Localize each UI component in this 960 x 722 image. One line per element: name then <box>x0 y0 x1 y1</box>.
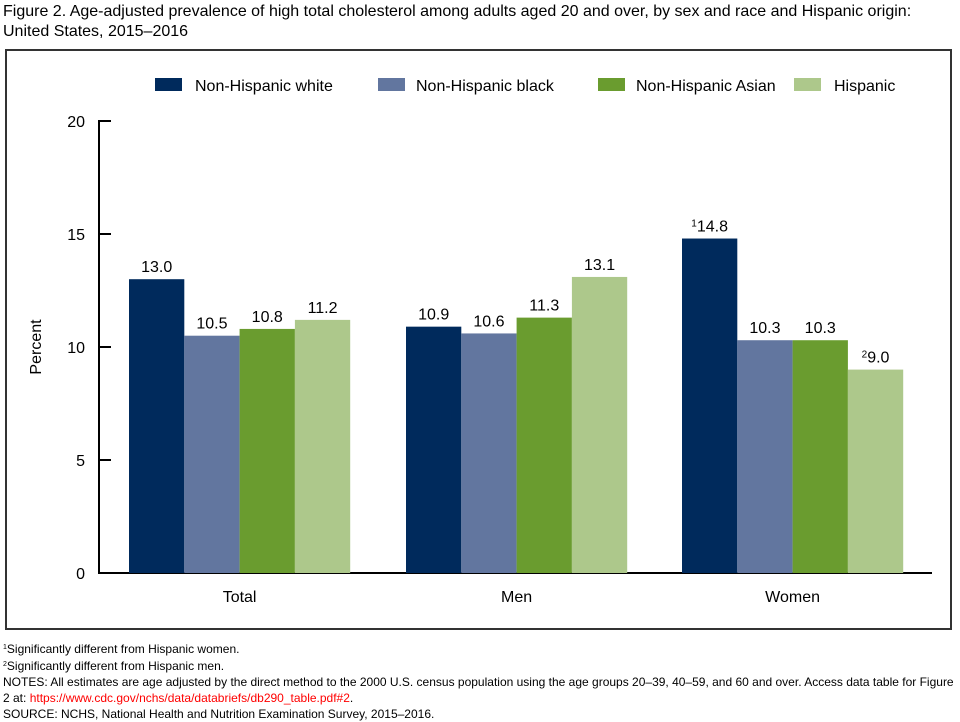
bar <box>737 340 793 573</box>
legend-swatch <box>598 78 625 91</box>
legend-label: Non-Hispanic white <box>195 78 333 95</box>
chart-frame <box>5 49 952 630</box>
bar <box>571 276 628 573</box>
notes-period: . <box>349 691 354 705</box>
source-text: SOURCE: NCHS, National Health and Nutrit… <box>3 707 435 721</box>
bar-value-label: 10.3 <box>749 320 780 337</box>
y-tick-label: 0 <box>76 566 85 583</box>
y-tick-label: 5 <box>76 453 85 470</box>
footnote-2: 2Significantly different from Hispanic m… <box>3 657 958 674</box>
bar <box>129 279 185 573</box>
footnote-superscript: 2 <box>862 350 868 361</box>
bar-value-label: 11.3 <box>529 298 559 315</box>
footnote-1: 1Significantly different from Hispanic w… <box>3 640 958 657</box>
bar <box>294 319 351 573</box>
footnote-1-text: Significantly different from Hispanic wo… <box>6 642 240 656</box>
bar <box>847 369 904 573</box>
notes-section: 1Significantly different from Hispanic w… <box>3 640 958 722</box>
x-category-label: Women <box>765 589 820 606</box>
legend-label: Hispanic <box>834 78 895 95</box>
legend-label: Non-Hispanic black <box>416 78 555 95</box>
bar-value: 14.8 <box>697 219 728 236</box>
legend: Non-Hispanic white Non-Hispanic black Non-… <box>155 78 895 95</box>
legend-swatch <box>794 78 821 91</box>
bar-value-label: 13.0 <box>141 259 172 276</box>
footnote-2-text: Significantly different from Hispanic me… <box>6 659 225 673</box>
y-tick-label: 20 <box>67 114 85 131</box>
bar <box>184 335 240 573</box>
x-category-label: Total <box>223 589 257 606</box>
bar-value-label: 13.1 <box>584 257 615 274</box>
figure-title: Figure 2. Age-adjusted prevalence of hig… <box>3 3 912 40</box>
y-axis-label: Percent <box>28 319 45 375</box>
notes-text: NOTES: All estimates are age adjusted by… <box>3 674 958 706</box>
data-table-link[interactable]: https://www.cdc.gov/nchs/data/databriefs… <box>29 691 350 705</box>
footnote-superscript: 1 <box>691 219 697 230</box>
footnote-2-mark: 2 <box>3 661 7 668</box>
legend-swatch <box>155 78 182 91</box>
x-axis-labels: Total Men Women <box>223 589 820 606</box>
bar <box>406 326 462 573</box>
bar-value: 9.0 <box>867 350 889 367</box>
notes-body: NOTES: All estimates are age adjusted by… <box>3 675 954 705</box>
bar-value-label: 114.8 <box>691 219 728 236</box>
bar-value-label: 29.0 <box>862 350 890 367</box>
bar-value-label: 10.9 <box>418 307 449 324</box>
bar-value-label: 10.5 <box>196 316 227 333</box>
bar-chart: Non-Hispanic white Non-Hispanic black Non-… <box>28 78 932 606</box>
legend-label: Non-Hispanic Asian <box>636 78 776 95</box>
bar <box>516 317 572 573</box>
y-tick-label: 15 <box>67 227 85 244</box>
bar-value-label: 10.6 <box>473 313 504 330</box>
y-tick-label: 10 <box>67 340 85 357</box>
x-category-label: Men <box>501 589 532 606</box>
bar <box>239 328 295 573</box>
bar-value-label: 10.3 <box>805 320 836 337</box>
footnote-1-mark: 1 <box>3 644 7 651</box>
bar <box>461 333 517 573</box>
bar <box>682 238 738 573</box>
bar-value-label: 11.2 <box>308 300 338 317</box>
bar-value-label: 10.8 <box>252 309 283 326</box>
legend-swatch <box>378 78 405 91</box>
bars: 13.0 10.5 10.8 11.2 10.9 10.6 11.3 13.1 114.8 10.… <box>129 219 904 573</box>
bar <box>792 340 848 573</box>
